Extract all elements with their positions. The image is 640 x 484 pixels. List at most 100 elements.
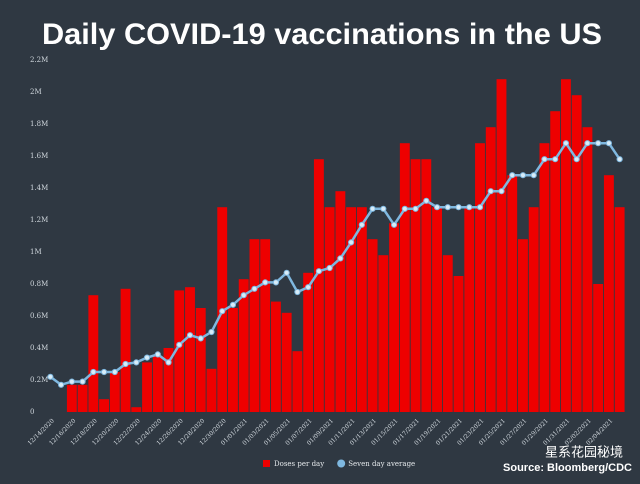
bar xyxy=(518,239,528,412)
point xyxy=(283,269,290,276)
bar xyxy=(593,284,604,412)
point xyxy=(272,279,280,286)
point xyxy=(176,341,183,348)
point xyxy=(530,172,537,179)
bar xyxy=(528,207,539,412)
bar xyxy=(560,79,571,412)
bar xyxy=(88,295,99,412)
point xyxy=(240,292,247,299)
y-tick-label: 0.8M xyxy=(30,280,48,288)
chart-title: Daily COVID-19 vaccinations in the US xyxy=(42,18,602,51)
point xyxy=(541,156,548,163)
bar xyxy=(421,159,432,412)
bar xyxy=(571,95,582,412)
bar xyxy=(206,368,217,412)
point xyxy=(294,288,301,296)
bar xyxy=(432,207,442,412)
bar xyxy=(99,399,110,412)
bar xyxy=(174,290,185,412)
bar xyxy=(410,159,421,412)
point xyxy=(133,359,140,366)
point xyxy=(305,284,312,291)
point xyxy=(380,205,387,212)
bar xyxy=(303,272,314,412)
point xyxy=(165,359,172,366)
bar xyxy=(485,127,496,412)
bar xyxy=(367,239,378,412)
point xyxy=(197,335,204,342)
bar xyxy=(228,308,238,412)
point xyxy=(348,239,355,246)
point xyxy=(487,188,494,195)
point xyxy=(562,140,570,147)
point xyxy=(100,368,108,376)
bar xyxy=(453,276,464,412)
bar xyxy=(475,143,485,412)
point xyxy=(552,156,559,163)
point xyxy=(90,368,97,376)
bar xyxy=(614,207,625,412)
legend-swatch xyxy=(263,460,270,467)
bar xyxy=(238,279,249,412)
point xyxy=(595,140,602,147)
bar xyxy=(292,351,303,412)
y-tick-label: 0.2M xyxy=(30,376,48,384)
legend-swatch xyxy=(337,459,346,468)
point xyxy=(68,378,75,385)
point xyxy=(423,197,430,204)
y-tick-label: 2.2M xyxy=(30,56,48,64)
point xyxy=(326,264,333,272)
point xyxy=(466,204,473,211)
bar xyxy=(324,207,335,412)
y-tick-label: 1.4M xyxy=(30,184,48,192)
point xyxy=(616,156,623,163)
y-tick-label: 1.6M xyxy=(30,152,48,160)
point xyxy=(573,156,580,163)
point xyxy=(251,285,258,292)
bar xyxy=(163,348,174,412)
bar xyxy=(195,308,206,412)
point xyxy=(315,268,322,275)
point xyxy=(390,221,398,228)
legend-label: Doses per day xyxy=(274,460,324,468)
point xyxy=(143,354,151,361)
source: Source: Bloomberg/CDC xyxy=(503,462,632,474)
y-tick-label: 1M xyxy=(30,248,42,256)
point xyxy=(509,172,516,179)
point xyxy=(219,308,226,315)
y-tick-label: 0.6M xyxy=(30,312,48,320)
bar xyxy=(270,301,281,412)
legend-label: Seven day average xyxy=(348,460,415,468)
bar xyxy=(335,191,346,412)
bar xyxy=(550,111,561,412)
bar xyxy=(142,362,152,412)
point xyxy=(605,140,612,147)
bar xyxy=(281,312,292,412)
point xyxy=(358,221,365,228)
point xyxy=(47,373,54,380)
point xyxy=(476,204,484,211)
point xyxy=(229,301,237,308)
point xyxy=(186,332,194,339)
bar xyxy=(313,159,324,412)
bar xyxy=(389,223,400,412)
bar xyxy=(539,143,550,412)
bar xyxy=(152,356,163,412)
point xyxy=(58,381,65,388)
bar xyxy=(582,127,593,412)
bar xyxy=(346,207,357,412)
bar xyxy=(131,407,142,412)
point xyxy=(154,351,161,358)
y-tick-label: 1.8M xyxy=(30,120,48,128)
watermark: 星系花园秘境 xyxy=(545,445,623,461)
point xyxy=(455,204,462,211)
bar xyxy=(378,255,389,412)
point xyxy=(208,328,215,336)
bar xyxy=(464,207,475,412)
bar xyxy=(603,175,614,412)
point xyxy=(498,188,505,195)
bar xyxy=(260,239,271,412)
bar xyxy=(507,175,518,412)
point xyxy=(79,378,86,385)
